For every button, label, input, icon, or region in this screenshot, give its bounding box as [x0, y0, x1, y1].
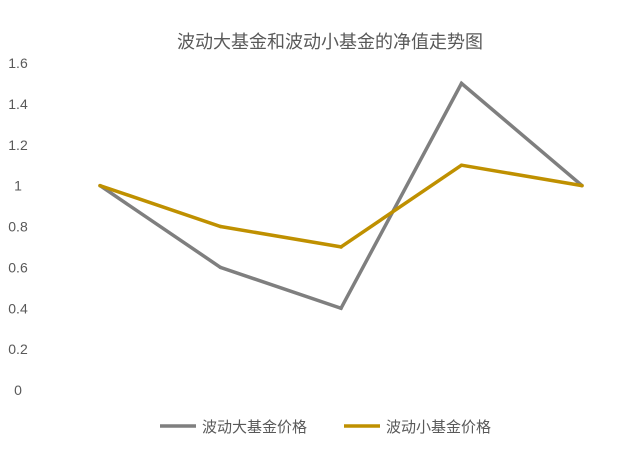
y-tick-label: 0.2: [8, 341, 28, 357]
legend: 波动大基金价格 波动小基金价格: [160, 418, 491, 436]
y-tick-label: 0: [14, 382, 22, 398]
data-point: [218, 224, 223, 229]
y-tick-label: 1.4: [8, 96, 28, 112]
data-point: [339, 306, 343, 310]
y-tick-label: 0.4: [8, 300, 28, 316]
y-tick-label: 1: [14, 178, 22, 194]
y-tick-label: 1.6: [8, 55, 28, 71]
data-point: [339, 245, 343, 249]
y-tick-label: 0.6: [8, 259, 28, 275]
data-point: [580, 183, 584, 188]
series-line-1: [99, 80, 584, 311]
y-tick-label: 1.2: [8, 137, 28, 153]
y-tick-label: 0.8: [8, 219, 28, 235]
series-lines: [98, 80, 584, 311]
legend-label-2: 波动小基金价格: [386, 418, 491, 436]
chart-title: 波动大基金和波动小基金的净值走势图: [177, 32, 483, 53]
legend-label-1: 波动大基金价格: [202, 418, 307, 436]
data-point: [218, 265, 223, 270]
y-axis-ticks: 0 0.2 0.4 0.6 0.8 1 1.2 1.4 1.6: [8, 55, 28, 398]
data-point: [459, 163, 464, 167]
data-point: [98, 183, 102, 188]
data-point: [459, 81, 464, 86]
